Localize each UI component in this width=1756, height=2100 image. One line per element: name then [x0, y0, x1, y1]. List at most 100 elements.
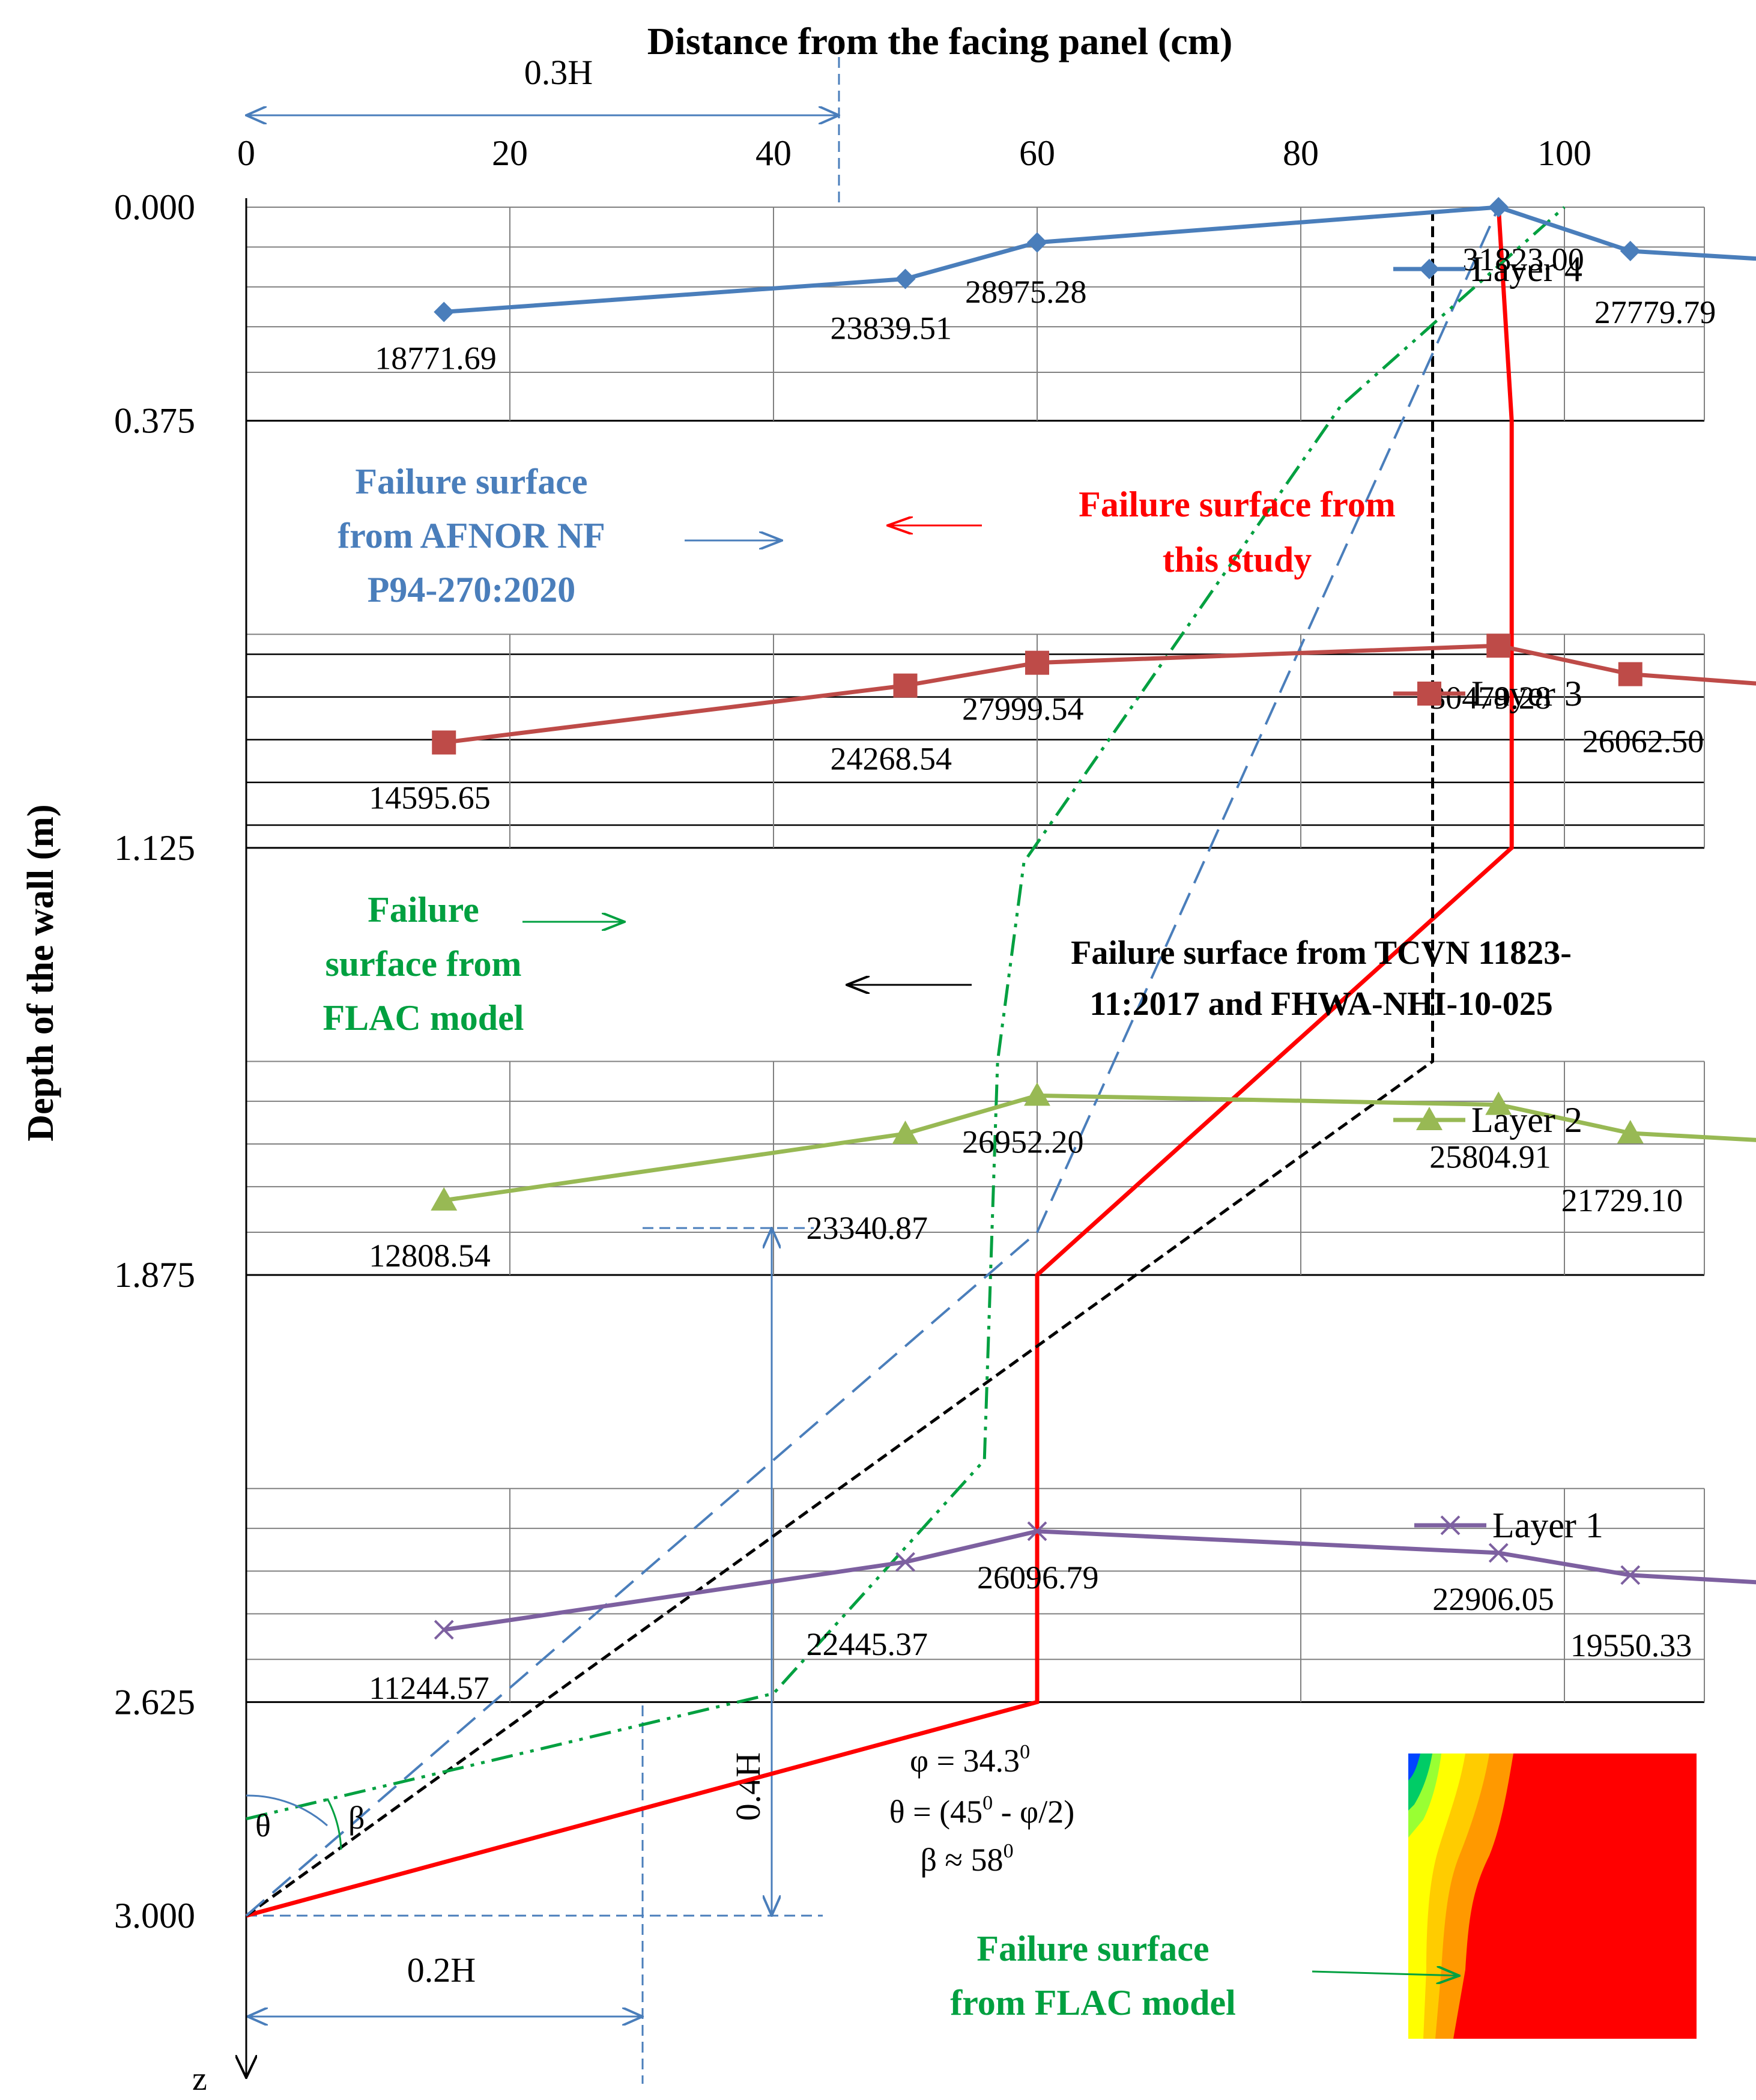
series-layer-2: 12808.54 23340.87 26952.20 25804.91 21729.10… [369, 1082, 1756, 1274]
x-tick-label-80: 80 [1283, 133, 1319, 173]
flac-inset-image [1408, 1754, 1697, 2039]
theta-symbol: θ [255, 1808, 271, 1844]
theta-rest: - φ/2) [993, 1794, 1074, 1830]
data-point [1620, 241, 1641, 262]
data-series: 18771.69 23839.51 28975.28 31823.00 27779.79… [369, 197, 1756, 1706]
data-label: 27779.79 [1594, 294, 1716, 330]
y-axis-title: Depth of the wall (m) [20, 804, 61, 1141]
data-point [893, 673, 918, 698]
data-point [431, 1187, 458, 1211]
data-point [1027, 232, 1047, 253]
series-line [443, 1529, 1756, 1632]
data-point [892, 1120, 919, 1144]
y-tick-label-4: 2.625 [114, 1682, 195, 1722]
data-label: 23839.51 [831, 310, 952, 346]
phi-degree: 0 [1020, 1741, 1030, 1763]
data-label: 26952.20 [962, 1124, 1084, 1160]
beta-symbol: β [348, 1800, 365, 1836]
data-label: 12808.54 [369, 1238, 491, 1274]
x-tick-label-40: 40 [755, 133, 792, 173]
legend-marker [1416, 1107, 1443, 1130]
y-tick-label-0: 0.000 [114, 187, 195, 227]
data-label: 23340.87 [807, 1210, 928, 1246]
svg-text:φ = 34.30: φ = 34.30 [910, 1741, 1030, 1779]
x-tick-label-20: 20 [492, 133, 528, 173]
data-point [895, 268, 916, 289]
flac-label: Failure surface from FLAC model [323, 890, 524, 1038]
svg-text:β ≈ 580: β ≈ 580 [920, 1840, 1013, 1878]
legend-layer-4: Layer 4 [1393, 249, 1582, 289]
theta-degree: 0 [982, 1792, 993, 1814]
x-tick-label-100: 100 [1537, 133, 1591, 173]
y-tick-label-2: 1.125 [114, 828, 195, 868]
grid-band-1 [246, 207, 1705, 422]
data-label: 14595.65 [369, 779, 491, 815]
flac-label-line1: Failure [368, 890, 479, 930]
series-layer-1: 11244.57 22445.37 26096.79 22906.05 19550.33… [369, 1521, 1756, 1706]
study-label-line1: Failure surface from [1079, 485, 1396, 524]
data-label: 26062.50 [1582, 724, 1704, 760]
x-tick-label-60: 60 [1019, 133, 1055, 173]
legend-layer-3: Layer 3 [1393, 674, 1582, 713]
data-point [1485, 1091, 1512, 1115]
data-point [434, 1620, 454, 1640]
data-point [434, 301, 455, 322]
study-label-line2: this study [1163, 540, 1312, 579]
data-label: 28975.28 [965, 274, 1087, 310]
x-axis-ticks: 020406080100120140160180200220 [237, 133, 1591, 173]
y-tick-label-3: 1.875 [114, 1255, 195, 1295]
data-label: 19550.33 [1570, 1627, 1692, 1663]
data-point [1488, 197, 1509, 217]
inset-label-line2: from FLAC model [950, 1983, 1236, 2023]
legend-label: Layer 4 [1471, 249, 1582, 289]
layer-grids [246, 207, 1705, 1703]
parameters: φ = 34.30 θ = (450 - φ/2) β ≈ 580 [889, 1741, 1074, 1878]
failure-surface-0 [246, 207, 1514, 1918]
data-point [1486, 634, 1511, 658]
data-label: 26096.79 [977, 1560, 1099, 1596]
series-layer-4: 18771.69 23839.51 28975.28 31823.00 27779.79… [375, 197, 1756, 376]
data-point [1024, 1082, 1050, 1106]
legend-marker [1417, 682, 1441, 706]
inset-arrow [1312, 1971, 1459, 1976]
y-axis-ticks: 0.000 0.375 1.125 1.875 2.625 3.000 [114, 187, 195, 1935]
legend-label: Layer 2 [1471, 1100, 1582, 1140]
dim-02h-label: 0.2H [407, 1950, 476, 1990]
legend-marker [1440, 1515, 1461, 1536]
data-label: 11244.57 [369, 1670, 489, 1706]
data-label: 18771.69 [375, 340, 497, 376]
afnor-label-line2: from AFNOR NF [338, 516, 605, 555]
data-point [432, 730, 456, 755]
grid-band-2 [246, 634, 1705, 849]
tcvn-label: Failure surface from TCVN 11823- 11:2017… [1071, 934, 1572, 1023]
data-label: 24268.54 [831, 741, 952, 777]
dim-04h-label: 0.4H [728, 1752, 767, 1821]
beta-degree: 0 [1004, 1840, 1014, 1862]
legend-label: Layer 3 [1471, 674, 1582, 713]
inset-label-line1: Failure surface [976, 1929, 1209, 1968]
z-axis-label: z [192, 2060, 207, 2098]
tcvn-label-line2: 11:2017 and FHWA-NHI-10-025 [1089, 985, 1553, 1023]
data-label: 25804.91 [1429, 1139, 1551, 1175]
theta-arc [246, 1794, 328, 1827]
beta-text: β ≈ 58 [920, 1842, 1003, 1878]
x-tick-label-0: 0 [237, 133, 255, 173]
phi-text: φ = 34.3 [910, 1743, 1020, 1779]
angle-arcs [246, 1794, 342, 1850]
afnor-label: Failure surface from AFNOR NF P94-270:20… [338, 462, 605, 610]
legend: Layer 4 Layer 3 Layer 2 Layer 1 [1393, 249, 1603, 1545]
svg-text:θ = (450 - φ/2): θ = (450 - φ/2) [889, 1792, 1074, 1830]
failure-surface-2 [245, 207, 1500, 1917]
data-label: 22445.37 [807, 1626, 928, 1662]
data-point [1618, 662, 1642, 686]
tcvn-label-line1: Failure surface from TCVN 11823- [1071, 934, 1572, 972]
data-point [895, 1552, 915, 1572]
chart-title: Distance from the facing panel (cm) [647, 20, 1233, 62]
data-label: 22906.05 [1432, 1581, 1554, 1617]
legend-layer-1: Layer 1 [1414, 1505, 1603, 1545]
dimension-lines [246, 57, 839, 2084]
data-label: 31823.00 [1462, 241, 1584, 277]
data-label: 30479.28 [1429, 680, 1551, 716]
legend-marker [1419, 259, 1440, 279]
